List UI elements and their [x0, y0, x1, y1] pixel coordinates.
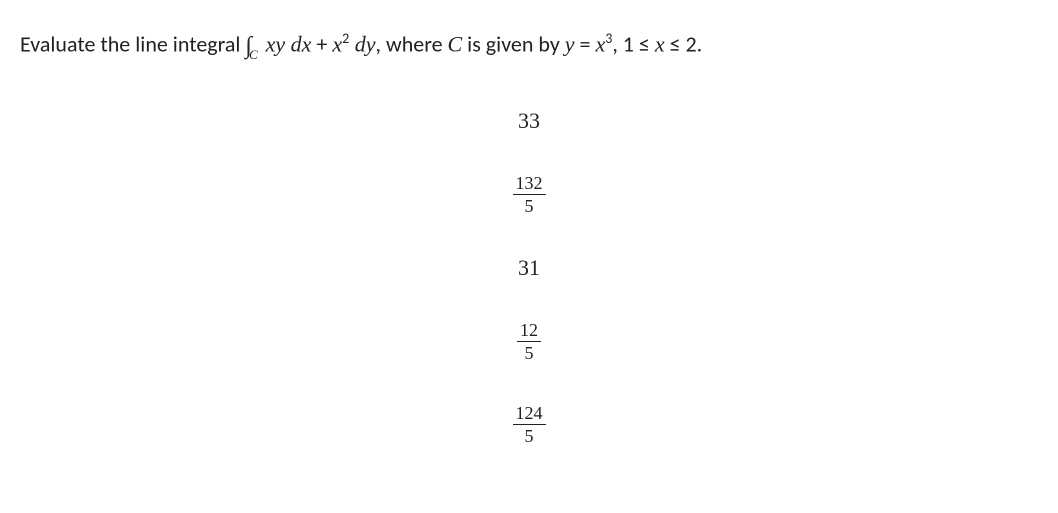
integrand-2-tail: dy: [349, 31, 375, 56]
option-2-fraction: 132 5: [513, 174, 546, 215]
options-list: 33 132 5 31 12 5 124 5: [20, 110, 1038, 445]
option-4-fraction: 12 5: [517, 321, 541, 362]
integrand-1: xy dx: [266, 31, 312, 56]
mid-text: , where: [376, 30, 448, 57]
option-3-value: 31: [518, 255, 540, 280]
option-3[interactable]: 31: [518, 257, 540, 279]
question-text: Evaluate the line integral ∫C xy dx + x2…: [20, 30, 1038, 60]
eq-lhs: y: [565, 31, 575, 56]
option-5-fraction: 124 5: [513, 404, 546, 445]
curve-var: C: [448, 31, 463, 56]
integrand-2-base: x: [332, 31, 342, 56]
option-4-num: 12: [517, 321, 541, 342]
eq-rhs-base: x: [595, 31, 605, 56]
range-suffix: ≤ 2.: [665, 30, 703, 57]
option-2-num: 132: [513, 174, 546, 195]
option-5-den: 5: [513, 425, 546, 445]
option-4-den: 5: [517, 342, 541, 362]
integral-subscript: C: [249, 47, 258, 62]
option-2-den: 5: [513, 195, 546, 215]
plus-sign: +: [311, 30, 332, 57]
eq-sign: =: [575, 30, 596, 57]
option-2[interactable]: 132 5: [513, 174, 546, 215]
option-1[interactable]: 33: [518, 110, 540, 132]
mid-text-2: is given by: [462, 30, 565, 57]
question-prefix: Evaluate the line integral: [20, 30, 245, 57]
range-prefix: , 1 ≤: [612, 30, 655, 57]
option-1-value: 33: [518, 108, 540, 133]
option-5-num: 124: [513, 404, 546, 425]
option-5[interactable]: 124 5: [513, 404, 546, 445]
range-var: x: [655, 31, 665, 56]
option-4[interactable]: 12 5: [517, 321, 541, 362]
